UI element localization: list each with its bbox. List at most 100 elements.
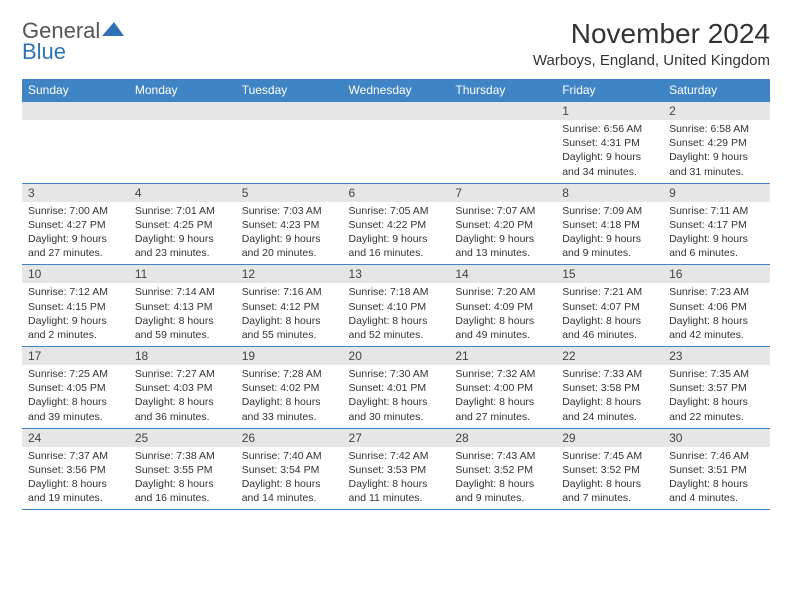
calendar-cell: 5Sunrise: 7:03 AMSunset: 4:23 PMDaylight…	[236, 183, 343, 265]
daylight-text-2: and 24 minutes.	[562, 410, 657, 424]
day-number: 3	[22, 184, 129, 202]
location-label: Warboys, England, United Kingdom	[533, 52, 770, 69]
calendar-cell	[236, 102, 343, 184]
sunrise-text: Sunrise: 7:09 AM	[562, 204, 657, 218]
day-details: Sunrise: 7:33 AMSunset: 3:58 PMDaylight:…	[556, 365, 663, 428]
calendar-cell: 1Sunrise: 6:56 AMSunset: 4:31 PMDaylight…	[556, 102, 663, 184]
daylight-text-1: Daylight: 8 hours	[349, 477, 444, 491]
day-number: 18	[129, 347, 236, 365]
day-details: Sunrise: 7:23 AMSunset: 4:06 PMDaylight:…	[663, 283, 770, 346]
weekday-header: Monday	[129, 79, 236, 102]
daylight-text-1: Daylight: 8 hours	[242, 395, 337, 409]
brand-word2: Blue	[22, 39, 66, 64]
sunrise-text: Sunrise: 7:12 AM	[28, 285, 123, 299]
daylight-text-2: and 7 minutes.	[562, 491, 657, 505]
day-number: 13	[343, 265, 450, 283]
weekday-header: Tuesday	[236, 79, 343, 102]
daylight-text-2: and 46 minutes.	[562, 328, 657, 342]
daylight-text-2: and 30 minutes.	[349, 410, 444, 424]
sunset-text: Sunset: 4:05 PM	[28, 381, 123, 395]
sunset-text: Sunset: 3:55 PM	[135, 463, 230, 477]
calendar-week-row: 17Sunrise: 7:25 AMSunset: 4:05 PMDayligh…	[22, 347, 770, 429]
daylight-text-2: and 31 minutes.	[669, 165, 764, 179]
day-number: 5	[236, 184, 343, 202]
daylight-text-1: Daylight: 9 hours	[455, 232, 550, 246]
daylight-text-1: Daylight: 8 hours	[349, 314, 444, 328]
day-details: Sunrise: 7:07 AMSunset: 4:20 PMDaylight:…	[449, 202, 556, 265]
sunrise-text: Sunrise: 7:05 AM	[349, 204, 444, 218]
daylight-text-2: and 33 minutes.	[242, 410, 337, 424]
day-details: Sunrise: 7:45 AMSunset: 3:52 PMDaylight:…	[556, 447, 663, 510]
day-details: Sunrise: 7:05 AMSunset: 4:22 PMDaylight:…	[343, 202, 450, 265]
day-details: Sunrise: 7:27 AMSunset: 4:03 PMDaylight:…	[129, 365, 236, 428]
calendar-cell: 21Sunrise: 7:32 AMSunset: 4:00 PMDayligh…	[449, 347, 556, 429]
daylight-text-1: Daylight: 8 hours	[669, 395, 764, 409]
calendar-cell: 23Sunrise: 7:35 AMSunset: 3:57 PMDayligh…	[663, 347, 770, 429]
month-title: November 2024	[533, 18, 770, 50]
empty-day	[343, 102, 450, 120]
sunset-text: Sunset: 3:53 PM	[349, 463, 444, 477]
sunrise-text: Sunrise: 7:33 AM	[562, 367, 657, 381]
sunrise-text: Sunrise: 7:32 AM	[455, 367, 550, 381]
day-details: Sunrise: 6:56 AMSunset: 4:31 PMDaylight:…	[556, 120, 663, 183]
day-details: Sunrise: 7:12 AMSunset: 4:15 PMDaylight:…	[22, 283, 129, 346]
daylight-text-2: and 39 minutes.	[28, 410, 123, 424]
sunset-text: Sunset: 4:02 PM	[242, 381, 337, 395]
weekday-header: Sunday	[22, 79, 129, 102]
day-details: Sunrise: 7:32 AMSunset: 4:00 PMDaylight:…	[449, 365, 556, 428]
day-details: Sunrise: 7:28 AMSunset: 4:02 PMDaylight:…	[236, 365, 343, 428]
calendar-cell: 18Sunrise: 7:27 AMSunset: 4:03 PMDayligh…	[129, 347, 236, 429]
day-details: Sunrise: 7:42 AMSunset: 3:53 PMDaylight:…	[343, 447, 450, 510]
day-number: 7	[449, 184, 556, 202]
sunset-text: Sunset: 3:57 PM	[669, 381, 764, 395]
sunrise-text: Sunrise: 7:43 AM	[455, 449, 550, 463]
calendar-cell: 20Sunrise: 7:30 AMSunset: 4:01 PMDayligh…	[343, 347, 450, 429]
calendar-cell	[343, 102, 450, 184]
daylight-text-1: Daylight: 8 hours	[562, 477, 657, 491]
calendar-cell: 11Sunrise: 7:14 AMSunset: 4:13 PMDayligh…	[129, 265, 236, 347]
sunrise-text: Sunrise: 7:20 AM	[455, 285, 550, 299]
daylight-text-2: and 22 minutes.	[669, 410, 764, 424]
sunrise-text: Sunrise: 7:07 AM	[455, 204, 550, 218]
sunrise-text: Sunrise: 7:42 AM	[349, 449, 444, 463]
sunset-text: Sunset: 3:51 PM	[669, 463, 764, 477]
daylight-text-1: Daylight: 8 hours	[455, 477, 550, 491]
calendar-cell: 14Sunrise: 7:20 AMSunset: 4:09 PMDayligh…	[449, 265, 556, 347]
daylight-text-2: and 27 minutes.	[28, 246, 123, 260]
daylight-text-2: and 9 minutes.	[455, 491, 550, 505]
daylight-text-1: Daylight: 9 hours	[562, 150, 657, 164]
calendar-cell	[129, 102, 236, 184]
calendar-cell	[449, 102, 556, 184]
day-details: Sunrise: 7:37 AMSunset: 3:56 PMDaylight:…	[22, 447, 129, 510]
day-number: 28	[449, 429, 556, 447]
sunset-text: Sunset: 4:12 PM	[242, 300, 337, 314]
sunset-text: Sunset: 3:52 PM	[455, 463, 550, 477]
daylight-text-2: and 42 minutes.	[669, 328, 764, 342]
sunrise-text: Sunrise: 7:23 AM	[669, 285, 764, 299]
calendar-cell: 24Sunrise: 7:37 AMSunset: 3:56 PMDayligh…	[22, 428, 129, 510]
weekday-header-row: Sunday Monday Tuesday Wednesday Thursday…	[22, 79, 770, 102]
calendar-cell: 13Sunrise: 7:18 AMSunset: 4:10 PMDayligh…	[343, 265, 450, 347]
daylight-text-1: Daylight: 8 hours	[135, 477, 230, 491]
sunset-text: Sunset: 4:22 PM	[349, 218, 444, 232]
sunrise-text: Sunrise: 7:21 AM	[562, 285, 657, 299]
daylight-text-2: and 2 minutes.	[28, 328, 123, 342]
day-number: 4	[129, 184, 236, 202]
day-number: 27	[343, 429, 450, 447]
sunrise-text: Sunrise: 7:00 AM	[28, 204, 123, 218]
daylight-text-2: and 20 minutes.	[242, 246, 337, 260]
sunrise-text: Sunrise: 6:56 AM	[562, 122, 657, 136]
daylight-text-1: Daylight: 9 hours	[562, 232, 657, 246]
day-details: Sunrise: 7:40 AMSunset: 3:54 PMDaylight:…	[236, 447, 343, 510]
daylight-text-1: Daylight: 8 hours	[455, 314, 550, 328]
sunset-text: Sunset: 4:31 PM	[562, 136, 657, 150]
day-number: 2	[663, 102, 770, 120]
day-details: Sunrise: 7:09 AMSunset: 4:18 PMDaylight:…	[556, 202, 663, 265]
sunrise-text: Sunrise: 7:37 AM	[28, 449, 123, 463]
sunrise-text: Sunrise: 7:01 AM	[135, 204, 230, 218]
empty-day	[236, 102, 343, 120]
daylight-text-2: and 27 minutes.	[455, 410, 550, 424]
day-number: 20	[343, 347, 450, 365]
day-details: Sunrise: 7:35 AMSunset: 3:57 PMDaylight:…	[663, 365, 770, 428]
daylight-text-2: and 11 minutes.	[349, 491, 444, 505]
